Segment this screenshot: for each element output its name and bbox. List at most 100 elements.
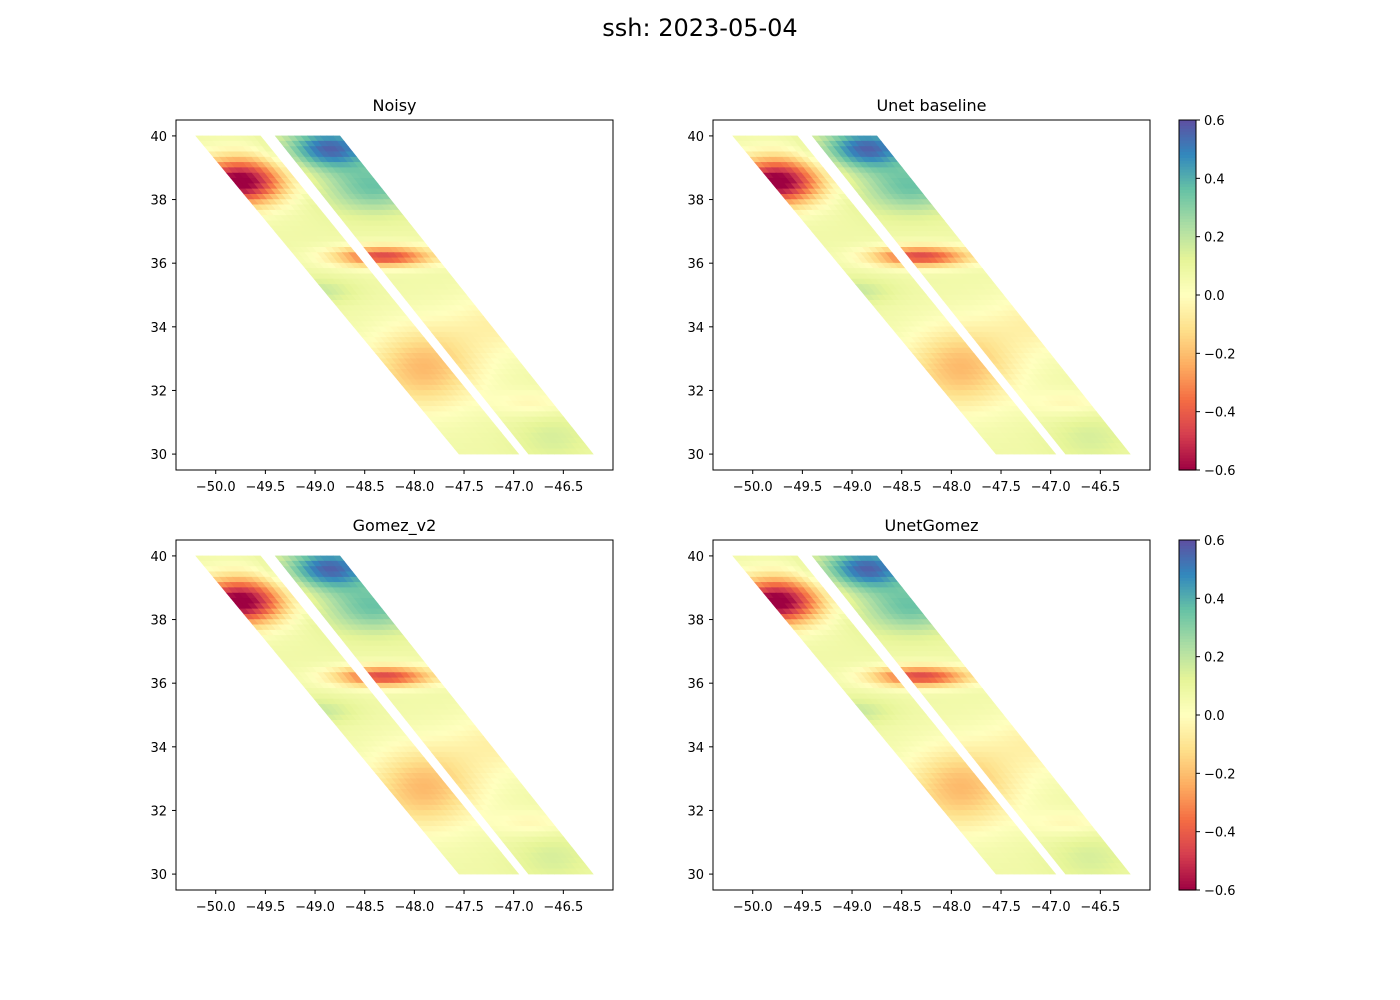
panel-unetgomez: UnetGomez−50.0 −49.5 −49.0 −48.5 −48.0 −47.5−…	[687, 516, 1235, 915]
colorbar-segment	[1179, 292, 1196, 296]
colorbar-segment	[1179, 446, 1196, 451]
colorbar: −0.6−0.4−0.20.00.20.40.6	[1178, 114, 1236, 479]
colorbar-segment	[1179, 198, 1196, 203]
swath-field	[195, 555, 594, 875]
y-tick-label: 30	[687, 448, 704, 463]
colorbar-segment	[1179, 268, 1196, 273]
colorbar-segment	[1179, 330, 1196, 334]
colorbar-segment	[1179, 440, 1196, 445]
x-tick-label: −48.5	[345, 480, 385, 495]
colorbar-segment	[1179, 219, 1196, 223]
colorbar-segment	[1179, 437, 1196, 442]
colorbar-segment	[1179, 300, 1196, 305]
colorbar-segment	[1179, 408, 1196, 413]
colorbar-segment	[1179, 391, 1196, 395]
colorbar-segment	[1179, 239, 1196, 244]
colorbar-segment	[1179, 356, 1196, 360]
x-tick-label: −47.0	[494, 900, 534, 915]
colorbar-segment	[1179, 458, 1196, 462]
colorbar-segment	[1179, 359, 1196, 363]
colorbar-segment	[1179, 280, 1196, 284]
x-tick-label: −46.5	[1080, 480, 1120, 495]
colorbar-segment	[1179, 210, 1196, 214]
colorbar-segment	[1179, 195, 1196, 200]
colorbar-segment	[1179, 225, 1196, 229]
figure-title: ssh: 2023-05-04	[602, 14, 798, 42]
colorbar-segment	[1179, 402, 1196, 407]
colorbar-segment	[1179, 245, 1196, 249]
colorbar-segment	[1179, 125, 1196, 130]
colorbar-segment	[1179, 175, 1196, 179]
panel-title: Noisy	[372, 96, 416, 115]
colorbar-segment	[1179, 435, 1196, 439]
colorbar-segment	[1179, 376, 1196, 381]
swath-field	[732, 135, 1131, 455]
colorbar-segment	[1179, 350, 1196, 354]
colorbar-segment	[1179, 283, 1196, 287]
colorbar-segment	[1179, 321, 1196, 325]
colorbar-segment	[1179, 443, 1196, 448]
x-tick-label: −48.5	[882, 480, 922, 495]
panel-noisy: Noisy−50.0 −49.5 −49.0 −48.5 −48.0 −47.5 −47.0…	[150, 96, 614, 495]
colorbar-segment	[1179, 405, 1196, 410]
panel-title: Unet baseline	[876, 96, 986, 115]
panel-unet-baseline: Unet baseline−50.0 −49.5 −49.0 −48.5 −48.0 −4…	[687, 96, 1235, 495]
colorbar-tick-label: −0.6	[1204, 464, 1236, 479]
colorbar-segment	[1179, 426, 1196, 430]
y-tick-label: 34	[150, 741, 167, 756]
swath-1-cell	[1044, 448, 1057, 455]
y-tick-label: 32	[687, 384, 704, 399]
colorbar-segment	[1179, 236, 1196, 241]
colorbar-segment	[1179, 286, 1196, 290]
colorbar-segment	[1179, 207, 1196, 212]
y-tick-label: 36	[150, 257, 167, 272]
y-tick-label: 36	[687, 257, 704, 272]
colorbar-segment	[1179, 414, 1196, 419]
swath-field	[732, 555, 1131, 875]
colorbar-segment	[1179, 309, 1196, 314]
y-tick-label: 30	[150, 868, 167, 883]
colorbar-segment	[1179, 318, 1196, 322]
y-tick-label: 40	[150, 550, 167, 565]
colorbar-segment	[1179, 274, 1196, 279]
x-tick-label: −48.5	[345, 900, 385, 915]
colorbar-segment	[1179, 178, 1196, 182]
colorbar-segment	[1179, 332, 1196, 337]
colorbar-segment	[1179, 365, 1196, 369]
x-tick-label: −46.5	[543, 900, 583, 915]
colorbar-segment	[1179, 297, 1196, 302]
x-tick-label: −50.0	[196, 480, 236, 495]
colorbar-segment	[1179, 429, 1196, 433]
y-tick-label: 32	[150, 384, 167, 399]
y-tick-label: 38	[150, 614, 167, 629]
colorbar-segment	[1179, 432, 1196, 436]
colorbar-segment	[1179, 277, 1196, 282]
colorbar-segment	[1179, 388, 1196, 392]
colorbar-segment	[1179, 157, 1196, 162]
colorbar-segment	[1179, 192, 1196, 197]
colorbar-segment	[1179, 341, 1196, 346]
colorbar-tick-label: 0.2	[1204, 231, 1225, 246]
colorbar-segment	[1179, 382, 1196, 387]
colorbar-segment	[1179, 172, 1196, 177]
colorbar-segment	[1179, 204, 1196, 209]
colorbar-segment	[1179, 248, 1196, 252]
colorbar-segment	[1179, 216, 1196, 220]
colorbar-segment	[1179, 423, 1196, 427]
colorbar-segment	[1179, 227, 1196, 232]
colorbar-segment	[1179, 184, 1196, 188]
colorbar-segment	[1179, 464, 1196, 468]
x-tick-label: −49.5	[245, 480, 285, 495]
colorbar-segment	[1179, 344, 1196, 349]
colorbar-segment	[1179, 367, 1196, 372]
axes-frame	[712, 119, 1151, 471]
x-tick-label: −50.0	[733, 480, 773, 495]
y-tick-label: 34	[687, 321, 704, 336]
colorbar-segment	[1179, 260, 1196, 264]
colorbar-segment	[1179, 128, 1196, 133]
colorbar-tick-label: 0.0	[1204, 289, 1225, 304]
colorbar-segment	[1179, 452, 1196, 457]
x-tick-label: −47.5	[444, 480, 484, 495]
colorbar-segment	[1179, 411, 1196, 416]
